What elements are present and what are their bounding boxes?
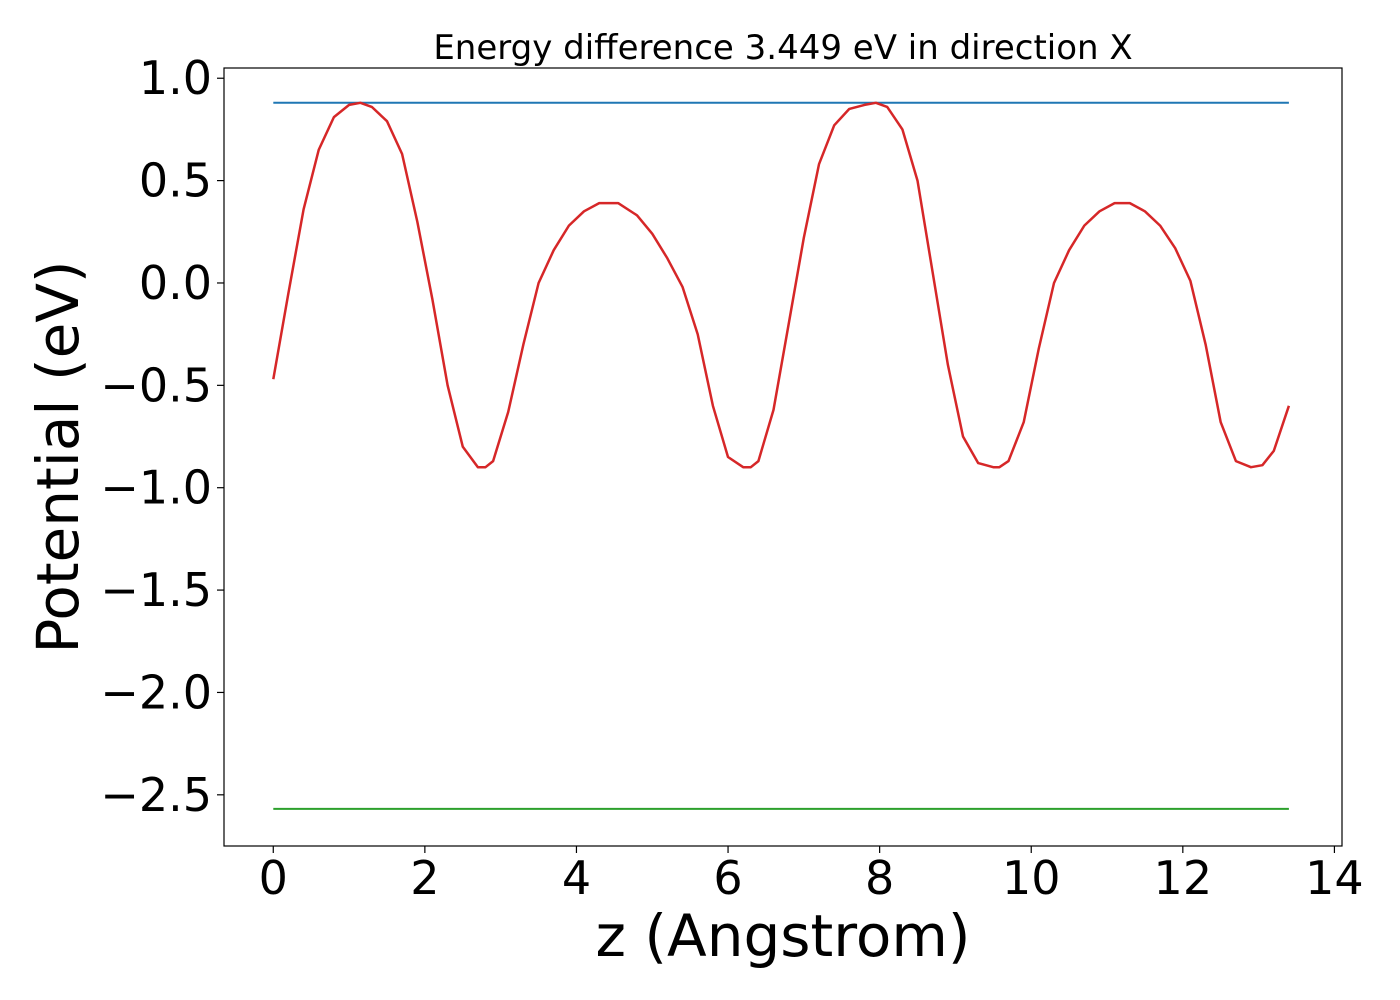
x-tick-label: 14 — [1305, 851, 1364, 905]
x-tick-label: 6 — [713, 851, 742, 905]
x-tick-label: 2 — [410, 851, 439, 905]
y-tick-label: −2.0 — [100, 665, 212, 719]
x-tick-label: 12 — [1154, 851, 1213, 905]
y-axis-label: Potential (eV) — [24, 260, 92, 653]
y-tick-label: −2.5 — [100, 768, 212, 822]
x-tick-label: 10 — [1002, 851, 1061, 905]
y-tick-label: −1.0 — [100, 461, 212, 515]
y-tick-label: 0.0 — [139, 256, 212, 310]
x-axis-label: z (Angstrom) — [596, 902, 971, 970]
x-axis: 0 2 4 6 8 10 12 14 — [259, 846, 1364, 905]
y-tick-label: −0.5 — [100, 358, 212, 412]
y-tick-label: −1.5 — [100, 563, 212, 617]
y-tick-label: 1.0 — [139, 51, 212, 105]
data-series — [272, 101, 1291, 810]
chart-title: Energy difference 3.449 eV in direction … — [433, 28, 1132, 68]
y-tick-label: 0.5 — [139, 154, 212, 208]
x-tick-label: 4 — [562, 851, 591, 905]
series-line-2 — [272, 101, 1291, 469]
x-tick-label: 0 — [259, 851, 288, 905]
x-tick-label: 8 — [865, 851, 894, 905]
y-axis: 1.0 0.5 0.0 −0.5 −1.0 −1.5 −2.0 −2.5 — [100, 51, 224, 822]
plot-area — [223, 67, 1343, 847]
